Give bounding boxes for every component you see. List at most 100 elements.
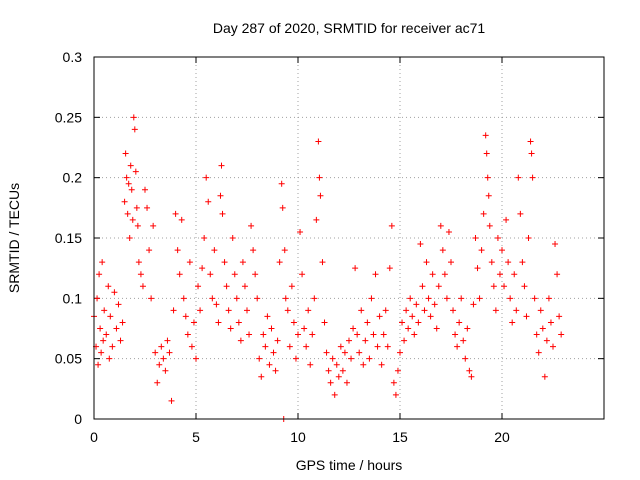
data-point [99,259,106,266]
data-point [437,222,444,229]
data-point [499,247,505,254]
data-point [505,259,512,266]
data-point [480,210,487,217]
data-point [264,313,271,320]
data-point [139,283,146,290]
data-point [528,150,535,157]
data-point [352,265,359,272]
data-point [448,259,454,266]
data-point [144,204,151,211]
data-point [103,331,110,338]
data-point [425,295,432,302]
data-point [339,367,346,374]
x-tick-label: 20 [494,429,510,445]
data-point [199,265,206,272]
data-point [348,355,355,362]
data-point [307,361,314,368]
data-point [126,235,133,241]
data-point [482,132,489,139]
y-tick-label: 0.15 [55,230,82,246]
y-axis-label: SRMTID / TECUs [6,183,22,293]
data-point [142,186,148,193]
data-point [421,307,428,314]
data-point [472,235,479,241]
x-tick-label: 10 [290,429,306,445]
data-point [98,349,105,356]
data-point [483,150,490,157]
data-point [166,349,173,356]
data-point [111,289,118,296]
data-point [415,319,422,326]
data-point [100,337,107,344]
data-point [384,343,391,350]
data-point [531,295,538,302]
data-point [460,337,467,344]
data-point [503,216,510,223]
data-point [464,325,471,332]
data-point [262,343,269,350]
data-point [244,307,250,314]
data-point [154,379,161,386]
data-point [225,307,232,314]
data-point [452,331,459,338]
data-point [537,307,544,314]
y-tick-label: 0.25 [55,109,82,125]
data-point [368,295,375,302]
data-point [386,265,393,272]
data-point [405,325,412,332]
data-point [231,271,238,278]
data-point [486,222,493,229]
data-point [454,343,461,350]
data-point [323,349,330,356]
data-point [270,349,277,356]
data-point [360,361,367,368]
data-point [539,325,546,332]
data-point [343,379,350,386]
y-tick-label: 0 [74,411,82,427]
data-point [137,271,144,278]
data-point [197,307,204,314]
data-point [327,379,334,386]
data-point [260,331,267,338]
data-point [174,247,181,254]
data-point [107,313,114,320]
data-point [392,391,399,398]
data-point [485,192,492,199]
x-axis-label: GPS time / hours [296,457,403,473]
data-point [127,162,134,169]
data-point [117,337,124,344]
data-point [319,259,326,266]
data-point [337,343,344,350]
data-point [315,138,322,145]
data-point [130,114,137,121]
data-point [413,301,420,308]
data-point [362,337,369,344]
data-point [170,307,177,314]
data-point [478,247,485,254]
x-tick-label: 15 [392,429,408,445]
data-point [535,349,542,356]
x-tick-label: 5 [192,429,200,445]
chart-title: Day 287 of 2020, SRMTID for receiver ac7… [213,20,486,36]
data-point [435,283,442,290]
data-point [246,331,253,338]
data-point [164,337,171,344]
data-point [168,397,175,404]
data-point [128,186,135,193]
data-point [354,331,361,338]
data-point [290,319,297,326]
data-point [456,319,463,326]
data-point [96,271,103,278]
data-point [364,319,371,326]
data-point [545,295,552,302]
data-point [258,373,265,380]
data-point [241,283,248,290]
data-point [160,355,167,362]
data-point [466,367,473,374]
data-point [346,337,352,344]
data-point [476,295,483,302]
data-point [184,331,191,338]
data-point [109,343,116,350]
data-point [209,295,216,302]
data-point [358,307,365,314]
